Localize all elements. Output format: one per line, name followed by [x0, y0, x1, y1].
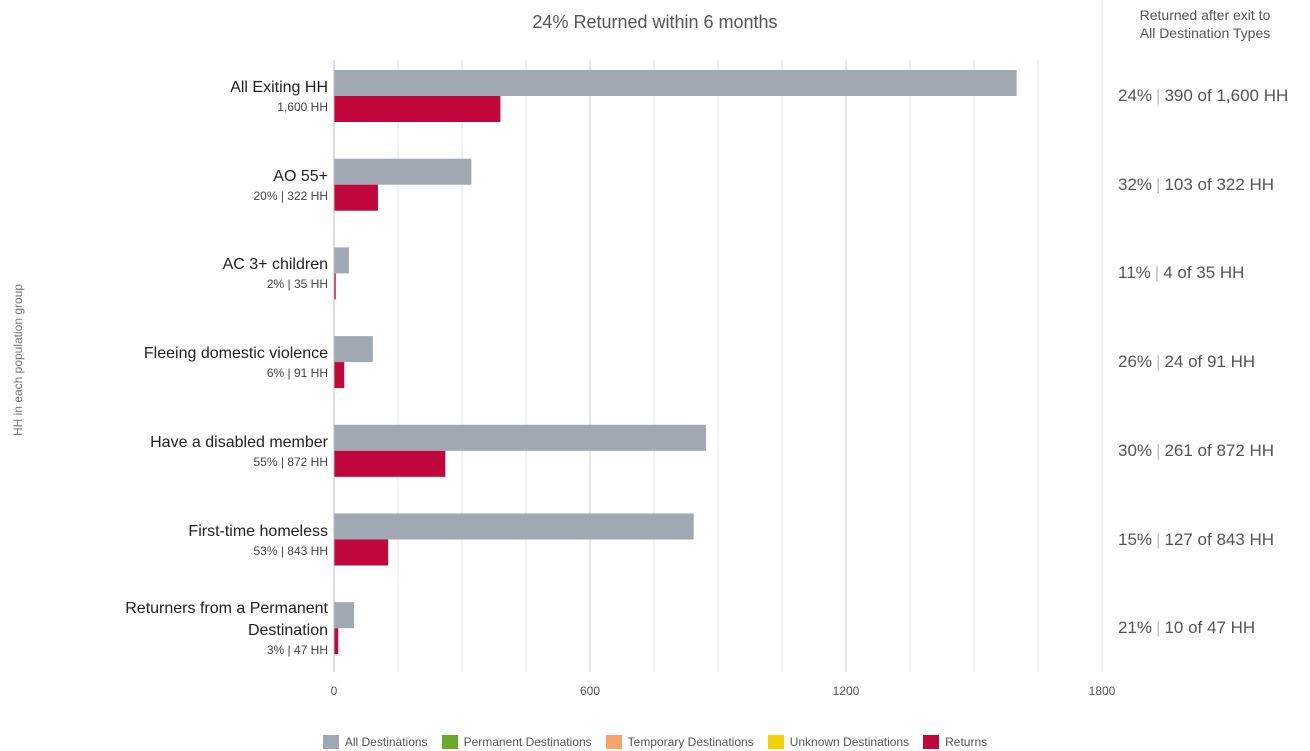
legend-swatch — [923, 735, 940, 749]
right-label-percent: 30% — [1118, 440, 1153, 460]
right-label-separator: | — [1156, 440, 1161, 460]
right-label-percent: 24% — [1118, 86, 1153, 105]
legend-label: Permanent Destinations — [463, 735, 592, 749]
category-name: Have a disabled member — [150, 433, 328, 451]
bar — [334, 628, 339, 655]
legend-item: All Destinations — [322, 735, 428, 749]
right-label-percent: 11% — [1118, 263, 1151, 283]
right-label-count: 390 of 1,600 HH — [1164, 86, 1289, 105]
category-label: AC 3+ children 2% | 35 HH — [68, 254, 328, 292]
legend-item: Temporary Destinations — [605, 735, 754, 749]
right-label-count: 4 of 35 HH — [1163, 263, 1245, 283]
category-sublabel: 2% | 35 HH — [266, 277, 328, 292]
category-name: AC 3+ children — [222, 256, 328, 274]
right-header-line: All Destination Types — [1139, 25, 1271, 41]
x-tick-label: 600 — [580, 684, 600, 698]
bar — [334, 450, 446, 477]
right-label-count: 24 of 91 HH — [1164, 352, 1256, 372]
legend-item: Permanent Destinations — [441, 735, 592, 749]
legend-item: Returns — [923, 735, 987, 749]
right-label: 30% | 261 of 872 HH — [1118, 441, 1274, 461]
right-header-line: Returned after exit to — [1139, 7, 1271, 23]
right-label-separator: | — [1156, 86, 1161, 105]
x-tick-label: 1800 — [1089, 684, 1116, 698]
bar — [334, 513, 694, 540]
legend-swatch — [767, 735, 784, 749]
right-label-percent: 32% — [1118, 174, 1153, 194]
right-label-separator: | — [1156, 352, 1161, 372]
legend-swatch — [605, 735, 622, 749]
right-label-separator: | — [1156, 174, 1161, 194]
category-label: All Exiting HH 1,600 HH — [68, 77, 328, 115]
category-name: Fleeing domestic violence — [143, 345, 328, 363]
legend: All Destinations Permanent Destinations Te… — [0, 735, 1310, 749]
legend-item: Unknown Destinations — [767, 735, 910, 749]
right-label-percent: 21% — [1118, 618, 1153, 638]
right-label: 32% | 103 of 322 HH — [1118, 175, 1274, 195]
category-label: Have a disabled member 55% | 872 HH — [68, 432, 328, 470]
category-label: AO 55+ 20% | 322 HH — [68, 166, 329, 204]
right-label-count: 103 of 322 HH — [1164, 174, 1275, 194]
legend-label: Temporary Destinations — [627, 735, 754, 749]
bar — [334, 362, 345, 389]
bar — [334, 602, 355, 629]
legend-swatch — [322, 735, 339, 749]
category-label: First-time homeless 53% | 843 HH — [68, 521, 328, 559]
legend-label: Unknown Destinations — [789, 735, 910, 749]
bar — [334, 96, 501, 122]
chart-title: 24% Returned within 6 months — [532, 12, 778, 32]
right-label-percent: 15% — [1118, 529, 1153, 549]
right-label-count: 261 of 872 HH — [1164, 440, 1275, 460]
category-sublabel: 3% | 47 HH — [266, 643, 328, 658]
legend-label: Returns — [945, 735, 988, 749]
bar — [334, 247, 349, 274]
x-tick-label: 1200 — [833, 684, 860, 698]
right-label: 15% | 127 of 843 HH — [1118, 530, 1274, 550]
category-sublabel: 53% | 843 HH — [253, 543, 329, 558]
category-name: First-time homeless — [188, 522, 328, 540]
right-label-percent: 26% — [1118, 352, 1153, 372]
category-label: Returners from a Permanent Destination 3%… — [68, 598, 328, 658]
right-header: Returned after exit to All Destination T… — [1110, 6, 1300, 42]
right-label: 24% | 390 of 1,600 HH — [1118, 86, 1288, 106]
right-label-count: 127 of 843 HH — [1164, 529, 1275, 549]
bar — [334, 70, 1017, 96]
category-sublabel: 6% | 91 HH — [266, 366, 328, 381]
legend-swatch — [441, 735, 458, 749]
legend-label: All Destinations — [344, 735, 428, 749]
right-label-separator: | — [1154, 263, 1160, 283]
category-sublabel: 55% | 872 HH — [253, 454, 329, 469]
right-label: 11% | 4 of 35 HH — [1118, 263, 1244, 283]
bar — [334, 184, 378, 211]
category-label: Fleeing domestic violence 6% | 91 HH — [68, 343, 328, 381]
bar — [334, 424, 707, 451]
category-name: All Exiting HH — [230, 79, 328, 96]
bar — [334, 158, 472, 185]
bar — [334, 273, 336, 300]
right-label: 26% | 24 of 91 HH — [1118, 352, 1255, 372]
x-tick-label: 0 — [331, 684, 338, 698]
right-label-separator: | — [1156, 618, 1161, 638]
bar — [334, 539, 389, 566]
right-label: 21% | 10 of 47 HH — [1118, 618, 1255, 638]
category-sublabel: 1,600 HH — [277, 100, 328, 114]
category-name: Returners from a Permanent Destination — [125, 600, 328, 640]
right-label-count: 10 of 47 HH — [1164, 618, 1256, 638]
bar — [334, 336, 373, 363]
right-label-separator: | — [1156, 529, 1161, 549]
category-name: AO 55+ — [273, 167, 328, 185]
category-sublabel: 20% | 322 HH — [253, 188, 329, 203]
